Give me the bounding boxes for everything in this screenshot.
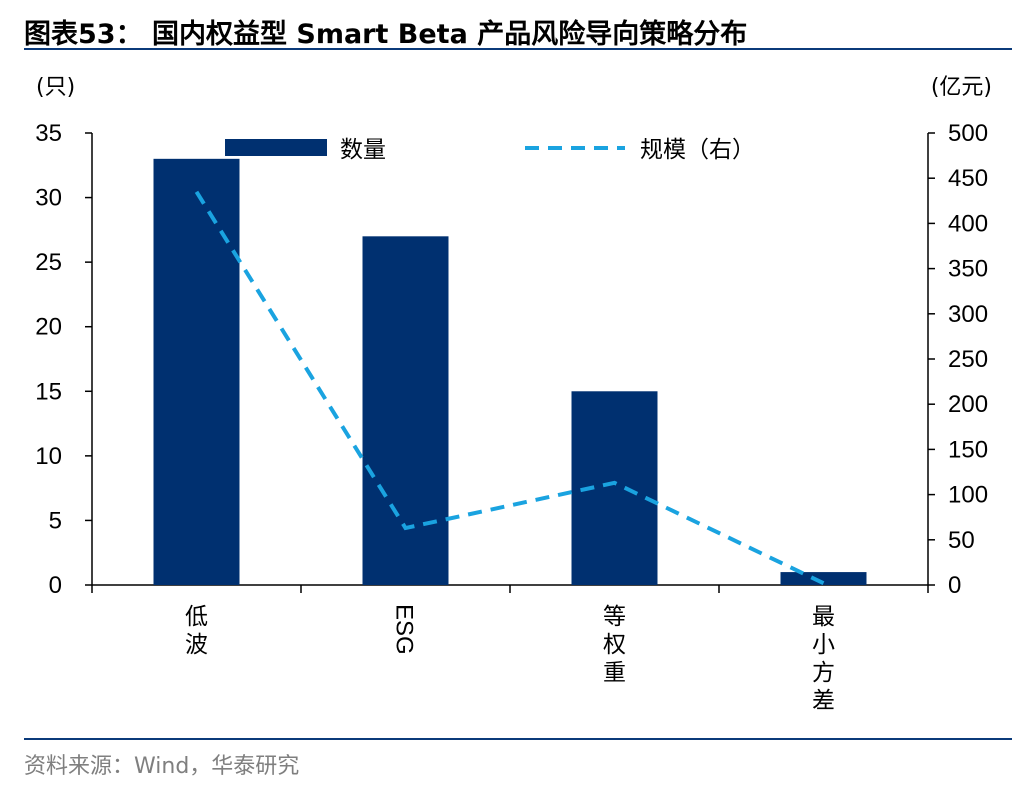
left-tick-label: 35 (35, 120, 62, 147)
left-tick-label: 10 (35, 443, 62, 470)
right-axis-unit: (亿元) (931, 75, 992, 100)
scale-line (194, 190, 825, 585)
bar-1 (153, 158, 240, 586)
title-rule (24, 48, 1012, 50)
legend-label-count: 数量 (340, 137, 386, 163)
left-tick-label: 0 (49, 572, 62, 599)
right-tick-label: 150 (948, 436, 988, 463)
chart-title: 图表53： 国内权益型 Smart Beta 产品风险导向策略分布 (24, 19, 748, 50)
legend: 数量 规模（右） (225, 137, 755, 163)
left-tick-label: 15 (35, 378, 62, 405)
right-tick-label: 400 (948, 210, 988, 237)
bar-2 (362, 236, 449, 586)
left-tick-label: 30 (35, 185, 62, 212)
right-tick-label: 200 (948, 391, 988, 418)
left-axis-unit: (只) (36, 75, 75, 100)
bar-4 (780, 572, 867, 585)
right-tick-label: 450 (948, 165, 988, 192)
right-tick-label: 0 (948, 572, 961, 599)
right-tick-label: 350 (948, 256, 988, 283)
right-tick-label: 500 (948, 120, 988, 147)
left-tick-label: 20 (35, 314, 62, 341)
left-tick-label: 25 (35, 249, 62, 276)
right-tick-label: 250 (948, 346, 988, 373)
tick-labels: 0510152025303505010015020025030035040045… (35, 120, 988, 599)
right-tick-label: 50 (948, 527, 975, 554)
category-label-2: ESG (391, 604, 418, 655)
category-labels: 低波 ESG 等权重 最小方差 (185, 604, 835, 714)
line-series (194, 190, 825, 585)
bar-series (153, 158, 867, 586)
right-tick-label: 300 (948, 301, 988, 328)
legend-swatch-count (225, 139, 327, 156)
source-rule (24, 738, 1012, 740)
category-label-3: 等权重 (603, 604, 626, 686)
category-label-1: 低波 (185, 604, 208, 658)
legend-label-scale: 规模（右） (640, 137, 755, 163)
source-note: 资料来源：Wind，华泰研究 (24, 754, 300, 779)
category-label-4: 最小方差 (812, 604, 835, 714)
left-tick-label: 5 (49, 507, 62, 534)
right-tick-label: 100 (948, 482, 988, 509)
